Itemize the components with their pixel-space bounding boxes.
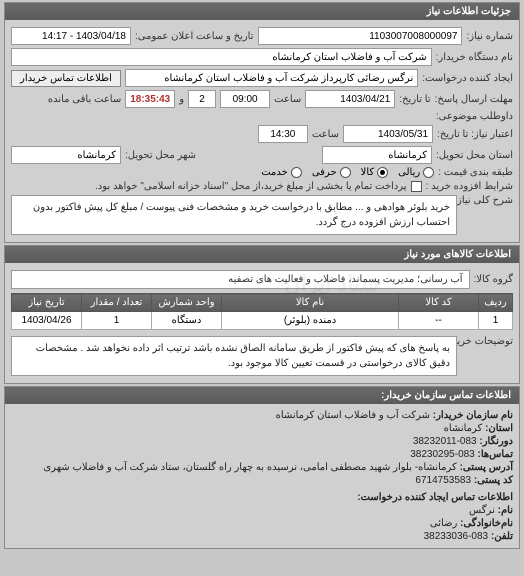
req-tel: تلفن: 083-38233036 [11,531,513,542]
cell-name: دمنده (بلوئر) [222,312,399,330]
announce-dt-value: 1403/04/18 - 14:17 [11,27,131,45]
valid-to-time: 14:30 [258,125,308,143]
requester-label: ایجاد کننده درخواست: [422,73,513,84]
note-label: توضیحات خریدار: [461,336,513,347]
cell-index: 1 [479,312,513,330]
req-contact-title: اطلاعات تماس ایجاد کننده درخواست: [11,492,513,503]
deadline-label: مهلت ارسال پاسخ: [435,94,513,105]
panel-title: جزئیات اطلاعات نیاز [5,3,519,20]
req-name: نام: نرگس [11,505,513,516]
time-word-2: ساعت [312,129,339,140]
cell-date: 1403/04/26 [12,312,82,330]
col-qty: تعداد / مقدار [82,294,152,312]
days-left-1: 2 [188,90,216,108]
province-value: کرمانشاه [322,146,432,164]
province-label: استان محل تحویل: [436,150,513,161]
contact-org: نام سازمان خریدار: شرکت آب و فاضلاب استا… [11,410,513,421]
agree-checkbox[interactable] [411,181,422,192]
need-no-label: شماره نیاز: [466,31,513,42]
radio-label: ریالی [398,167,420,178]
contact-fax: دورنگار: 083-38232011 [11,436,513,447]
radio-icon [423,167,434,178]
goods-panel-title: اطلاعات کالاهای مورد نیاز [5,246,519,263]
cell-unit: دستگاه [152,312,222,330]
radio-icon [291,167,302,178]
remain-label: ساعت باقی مانده [48,94,121,105]
city-value: کرمانشاه [11,146,121,164]
radio-icon [340,167,351,178]
goods-table: ردیف کد کالا نام کالا واحد شمارش تعداد /… [11,293,513,330]
buyer-note: به پاسخ های که پیش فاکتور از طریق سامانه… [11,336,457,376]
announce-dt-label: تاریخ و ساعت اعلان عمومی: [135,31,254,42]
radio-label: حرفی [312,167,337,178]
contact-addr: آدرس پستی: کرمانشاه- بلوار شهید مصطفی ام… [11,462,513,473]
category-value: آب رسانی؛ مدیریت پسماند، فاضلاب و فعالیت… [11,270,470,289]
need-info-panel: جزئیات اطلاعات نیاز شماره نیاز: 11030070… [4,2,520,243]
requester-value: نرگس رضائی کارپرداز شرکت آب و فاضلاب است… [125,69,418,87]
city-label: شهر محل تحویل: [125,150,196,161]
price-opt-3[interactable]: خدمت [261,167,302,178]
subject-valid-label: داوطلب موضوعی: [436,111,513,122]
contact-panel-title: اطلاعات تماس سازمان خریدار: [5,387,519,404]
col-code: کد کالا [399,294,479,312]
deadline-date: 1403/04/21 [305,90,395,108]
cell-code: -- [399,312,479,330]
price-opt-2[interactable]: حرفی [312,167,351,178]
col-unit: واحد شمارش [152,294,222,312]
buyer-value: شرکت آب و فاضلاب استان کرمانشاه [11,48,432,66]
goods-panel: اطلاعات کالاهای مورد نیاز ستاد ایران گرو… [4,245,520,384]
price-type-radios: ریالی کالا حرفی خدمت [261,167,434,178]
price-opt-1[interactable]: کالا [361,167,389,178]
radio-label: خدمت [261,167,288,178]
deadline-time: 09:00 [220,90,270,108]
time-remaining: 18:35:43 [125,90,175,108]
contact-prov: استان: کرمانشاه [11,423,513,434]
time-word-1: ساعت [274,94,301,105]
need-description: خرید بلوئر هوادهی و ... مطابق با درخواست… [11,195,457,235]
buyer-label: نام دستگاه خریدار: [436,52,513,63]
and-word: و [179,94,184,105]
radio-icon [377,167,388,178]
col-name: نام کالا [222,294,399,312]
radio-label: کالا [361,167,375,178]
price-type-label: طبقه بندی قیمت : [438,167,513,178]
table-header-row: ردیف کد کالا نام کالا واحد شمارش تعداد /… [12,294,513,312]
contact-zip: کد پستی: 6714753583 [11,475,513,486]
desc-label: شرح کلی نیاز: [461,195,513,206]
contact-tel: تماس‌ها: 083-38230295 [11,449,513,460]
agree-label: شرایط افزوده خرید : [426,181,513,192]
need-no-value: 1103007008000097 [258,27,463,45]
agree-note: پرداخت تمام یا بخشی از مبلغ خرید،از محل … [11,181,407,192]
valid-to-label: اعتبار نیاز: تا تاریخ: [437,129,513,140]
table-row[interactable]: 1 -- دمنده (بلوئر) دستگاه 1 1403/04/26 [12,312,513,330]
col-index: ردیف [479,294,513,312]
valid-to-date: 1403/05/31 [343,125,433,143]
category-label: گروه کالا: [474,274,513,285]
buyer-contact-button[interactable]: اطلاعات تماس خریدار [11,70,121,87]
price-opt-0[interactable]: ریالی [398,167,434,178]
col-date: تاریخ نیاز [12,294,82,312]
contact-panel: اطلاعات تماس سازمان خریدار: نام سازمان خ… [4,386,520,549]
cell-qty: 1 [82,312,152,330]
to-date-label: تا تاریخ: [399,94,430,105]
req-family: نام‌خانوادگی: رضائی [11,518,513,529]
